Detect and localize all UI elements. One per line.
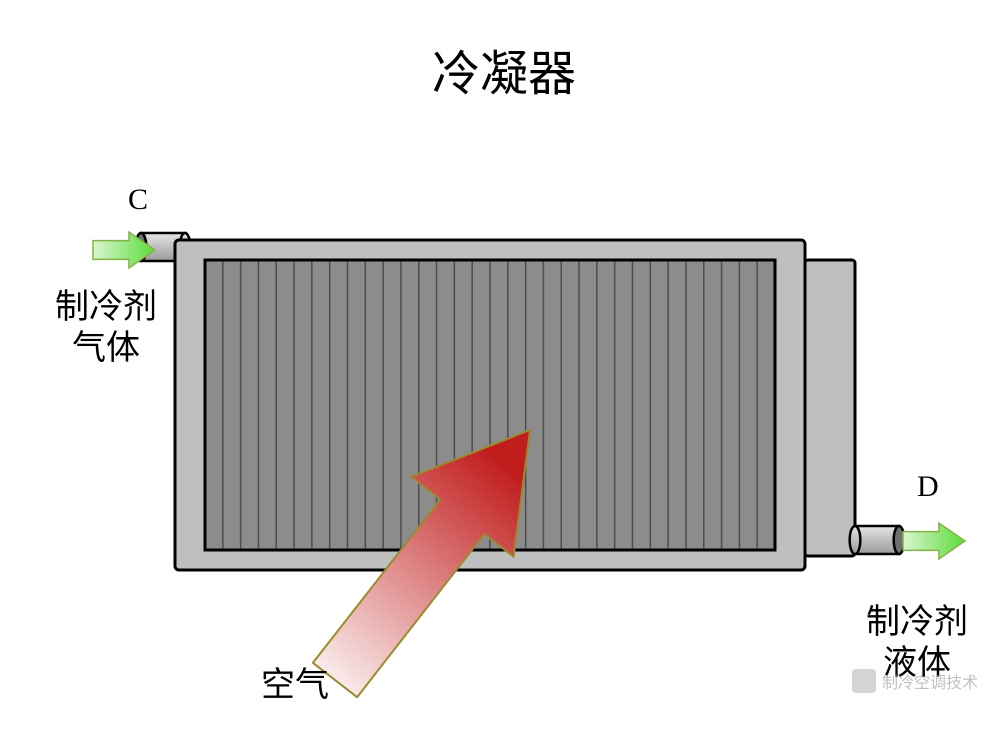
label-outlet-line1: 制冷剂 (866, 604, 968, 641)
watermark-text: 制冷空调技术 (882, 669, 978, 693)
label-point-d: D (917, 469, 939, 505)
label-inlet: 制冷剂 气体 (55, 288, 157, 370)
outlet-manifold (805, 260, 855, 556)
label-inlet-line1: 制冷剂 (55, 289, 157, 326)
label-inlet-line2: 气体 (72, 330, 140, 367)
diagram-title: 冷凝器 (0, 34, 1008, 104)
outlet-arrow-icon (903, 523, 965, 559)
watermark: 制冷空调技术 (852, 669, 978, 693)
label-air: 空气 (261, 666, 329, 707)
condenser-diagram (0, 0, 1008, 743)
label-point-c: C (128, 182, 148, 218)
outlet-pipe (850, 526, 905, 554)
wechat-icon (852, 669, 876, 693)
